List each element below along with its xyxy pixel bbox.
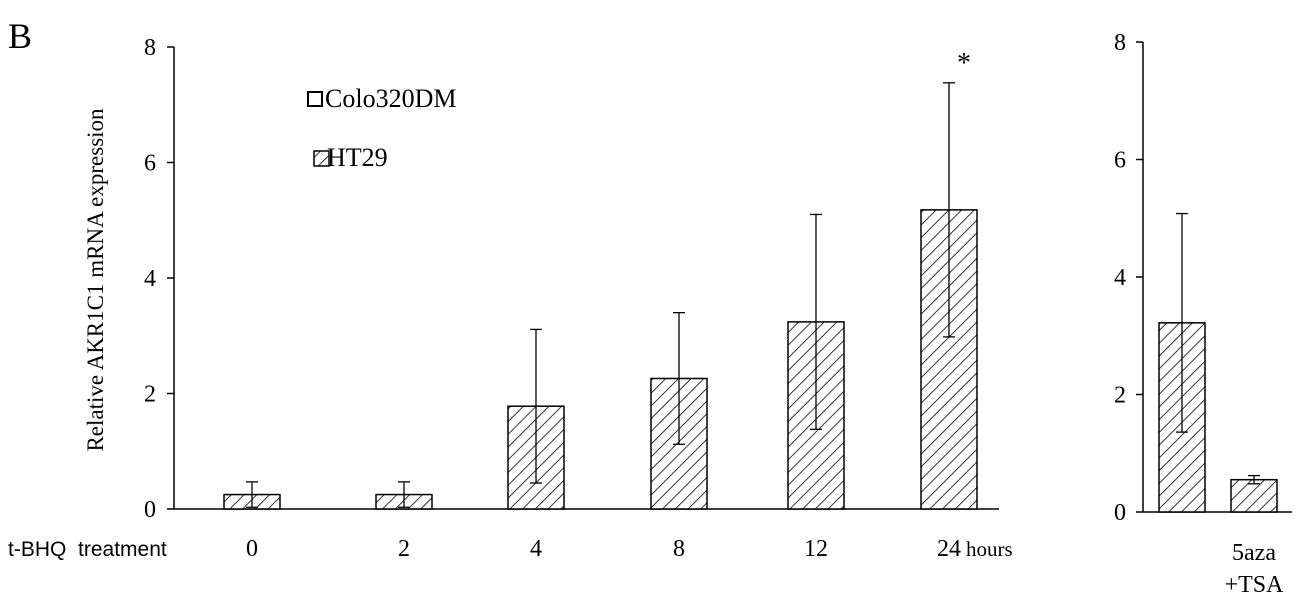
- left-y-axis-label: Relative AKR1C1 mRNA expression: [83, 108, 108, 452]
- legend-swatch-ht29: [313, 150, 330, 167]
- left-x-tick-label: 12: [804, 536, 828, 562]
- left-x-tick-label: 4: [530, 536, 542, 562]
- panel-label: B: [8, 16, 32, 56]
- left-x-tick-label: 2: [398, 536, 410, 562]
- right-x-tick-label: +TSA: [1225, 572, 1285, 598]
- left-error-bars: [246, 82, 955, 508]
- x-label-suffix: hours: [966, 537, 1013, 561]
- left-x-tick-label: 24: [937, 536, 961, 562]
- legend-label-colo320dm: Colo320DM: [325, 84, 456, 113]
- right-y-tick-label: 4: [1114, 265, 1126, 291]
- significance-annotation: *: [957, 48, 971, 79]
- right-x-tick-label: 5aza: [1232, 540, 1276, 566]
- left-y-tick-label: 8: [144, 35, 156, 61]
- left-y-tick-label: 2: [144, 382, 156, 408]
- left-x-tick-label: 8: [673, 536, 685, 562]
- legend-label-ht29: HT29: [327, 143, 388, 172]
- legend: Colo320DM HT29: [307, 84, 456, 172]
- left-bars: [223, 209, 978, 510]
- right-error-bars: [1176, 212, 1260, 485]
- right-x-tick-labels: 5aza +TSA: [1225, 540, 1285, 598]
- right-y-tick-label: 0: [1114, 500, 1126, 526]
- left-y-tick-label: 4: [144, 266, 156, 292]
- legend-swatch-colo320dm: [307, 91, 323, 107]
- right-y-tick-label: 6: [1114, 148, 1126, 174]
- left-x-tick-labels: 0 2 4 8 12 24: [246, 536, 961, 562]
- right-y-tick-label: 2: [1114, 383, 1126, 409]
- right-y-tick-label: 8: [1114, 30, 1126, 56]
- left-y-ticks: 0 2 4 6 8: [144, 35, 174, 523]
- left-y-tick-label: 0: [144, 497, 156, 523]
- right-bar: [1230, 478, 1278, 513]
- left-x-tick-label: 0: [246, 536, 258, 562]
- right-chart: 0 2 4 6 8 5aza +TSA: [1114, 30, 1292, 598]
- x-label-prefix: t-BHQ treatment: [8, 538, 167, 561]
- left-y-tick-label: 6: [144, 151, 156, 177]
- right-y-ticks: 0 2 4 6 8: [1114, 30, 1143, 526]
